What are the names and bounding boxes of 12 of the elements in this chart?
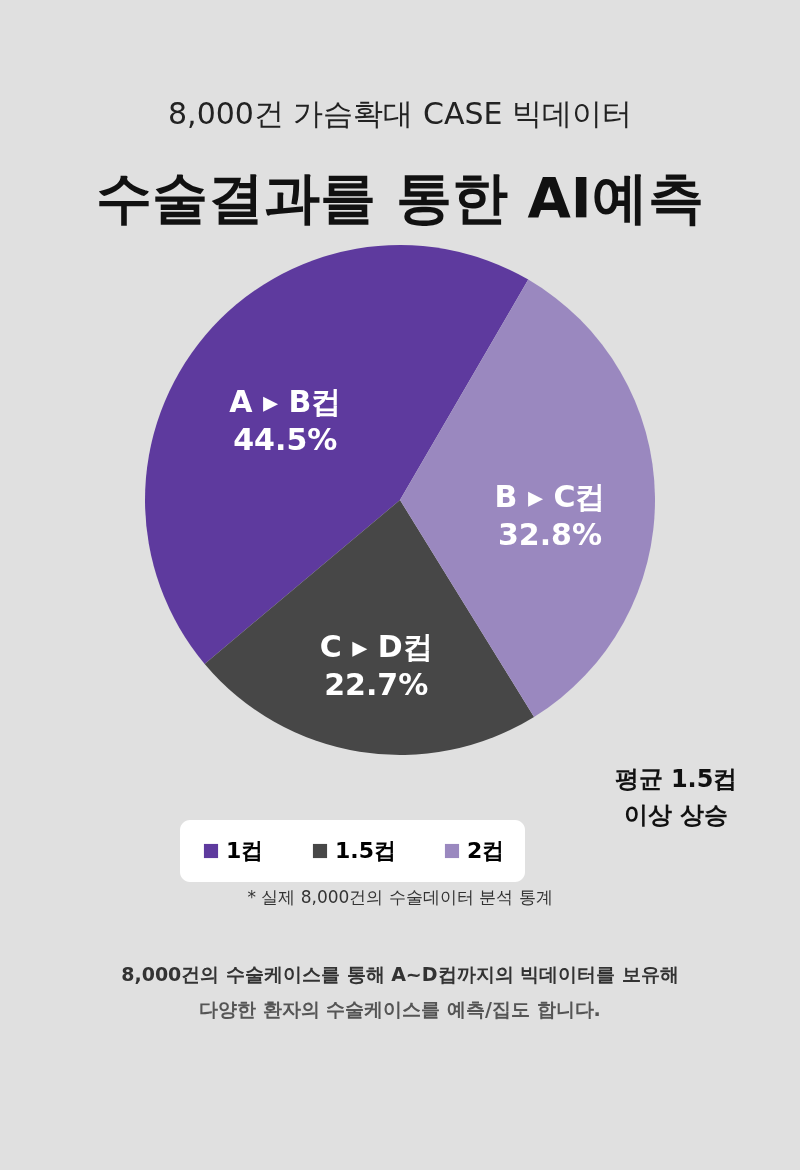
text: 8,000건의 수술케이스를 통해 A~D컵까지의 빅데이터를 보유해 bbox=[121, 963, 679, 985]
legend-label: 2컵 bbox=[467, 838, 505, 863]
legend-label: 1컵 bbox=[226, 838, 264, 863]
legend-label: 1.5컵 bbox=[335, 838, 396, 863]
data-label: C ▸ D컵 22.7% bbox=[319, 629, 433, 703]
data-label: B ▸ C컵 32.8% bbox=[494, 479, 606, 553]
chart-title: 수술결과를 통한 AI예측 bbox=[96, 165, 704, 230]
text: 평균 1.5컵 이상 상승 bbox=[614, 765, 738, 829]
text: 다양한 환자의 수술케이스를 예측/집도 합니다. bbox=[199, 998, 601, 1020]
chart-subtitle: 8,000건 가슴확대 CASE 빅데이터 bbox=[168, 96, 632, 131]
text: * 실제 8,000건의 수술데이터 분석 통계 bbox=[247, 887, 553, 907]
data-label: A ▸ B컵 44.5% bbox=[229, 384, 342, 458]
